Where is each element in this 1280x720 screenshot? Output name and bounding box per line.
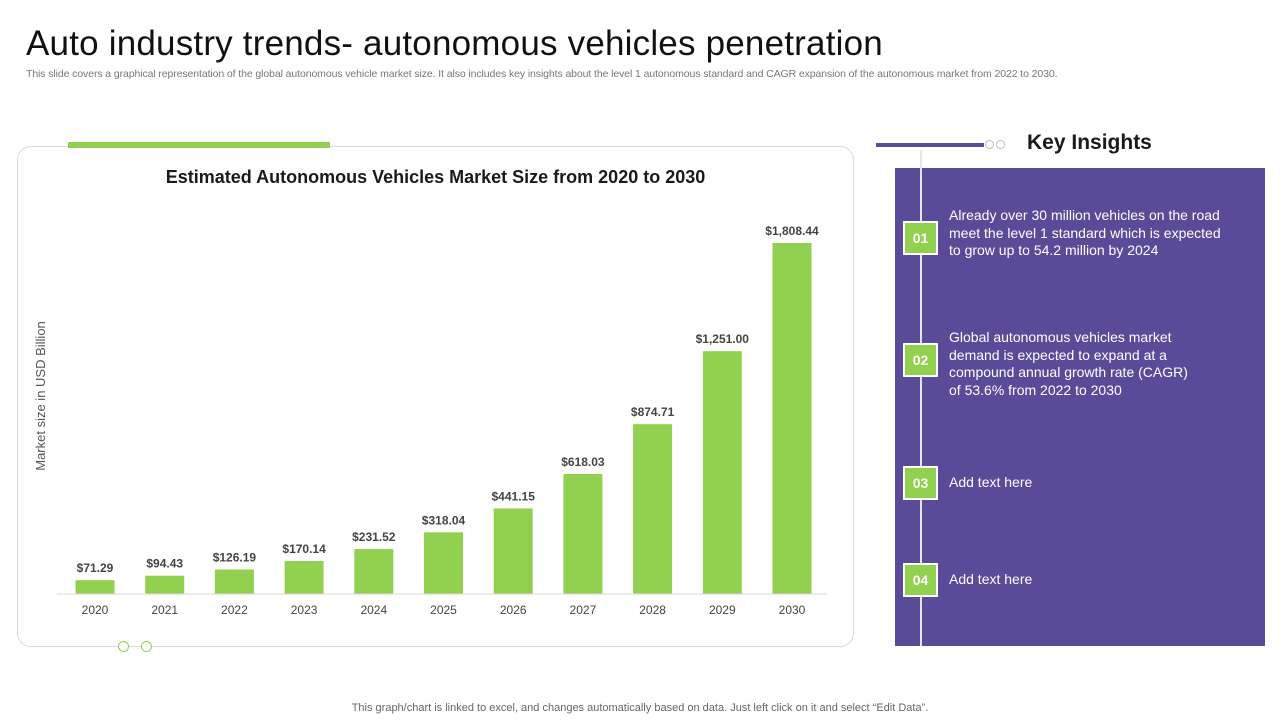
x-tick-label: 2028 xyxy=(639,603,666,617)
x-tick-label: 2020 xyxy=(82,603,109,617)
circle-icon xyxy=(118,641,129,652)
data-label: $71.29 xyxy=(77,561,114,575)
insight-item: 04 Add text here xyxy=(903,563,1263,597)
insights-timeline-line xyxy=(920,150,922,646)
bar-2026[interactable] xyxy=(493,508,533,594)
page-subtitle: This slide covers a graphical representa… xyxy=(26,68,1058,80)
insight-text: Global autonomous vehicles market demand… xyxy=(949,329,1188,398)
x-tick-label: 2021 xyxy=(151,603,178,617)
data-label: $94.43 xyxy=(146,557,183,571)
data-label: $231.52 xyxy=(352,530,396,544)
bar-2027[interactable] xyxy=(563,474,603,594)
bar-2022[interactable] xyxy=(214,569,254,595)
x-tick-label: 2024 xyxy=(360,603,387,617)
data-label: $170.14 xyxy=(282,542,326,556)
data-label: $1,808.44 xyxy=(765,224,819,238)
bar-2025[interactable] xyxy=(424,532,463,594)
x-tick-label: 2022 xyxy=(221,603,248,617)
insight-item: 03 Add text here xyxy=(903,466,1263,500)
data-label: $874.71 xyxy=(631,405,675,419)
insight-number-badge: 04 xyxy=(903,563,938,597)
insight-number-badge: 02 xyxy=(903,343,938,377)
circle-icon xyxy=(985,140,994,149)
page-title: Auto industry trends- autonomous vehicle… xyxy=(26,24,883,63)
insight-number-badge: 01 xyxy=(903,221,938,255)
data-label: $318.04 xyxy=(422,513,466,527)
data-label: $126.19 xyxy=(213,551,257,565)
data-label: $618.03 xyxy=(561,455,605,469)
insight-text: Add text here xyxy=(949,474,1033,490)
insight-number-badge: 03 xyxy=(903,466,938,500)
circle-icon xyxy=(141,641,152,652)
bar-2024[interactable] xyxy=(354,549,394,594)
x-tick-label: 2023 xyxy=(291,603,318,617)
circle-icon xyxy=(996,140,1005,149)
insight-text: Already over 30 million vehicles on the … xyxy=(949,207,1221,258)
insight-item: 01 Already over 30 million vehicles on t… xyxy=(903,207,1263,260)
insight-text: Add text here xyxy=(949,571,1033,587)
data-label: $1,251.00 xyxy=(696,332,750,346)
bar-chart[interactable]: $71.29 2020 $94.43 2021 $126.19 2022 $170.14 20… xyxy=(17,146,854,647)
insights-header-line xyxy=(876,143,984,147)
y-axis-label: Market size in USD Billion xyxy=(33,321,48,471)
bar-2030[interactable] xyxy=(772,243,812,594)
x-tick-label: 2026 xyxy=(500,603,527,617)
bar-2029[interactable] xyxy=(702,351,742,594)
card-accent-bar xyxy=(68,142,330,148)
x-tick-label: 2025 xyxy=(430,603,457,617)
data-label: $441.15 xyxy=(492,489,536,503)
insight-item: 02 Global autonomous vehicles market dem… xyxy=(903,329,1263,399)
chart-title: Estimated Autonomous Vehicles Market Siz… xyxy=(165,167,706,187)
footer-note: This graph/chart is linked to excel, and… xyxy=(351,702,929,714)
decorative-dots xyxy=(118,641,152,652)
x-tick-label: 2027 xyxy=(570,603,597,617)
x-tick-label: 2029 xyxy=(709,603,736,617)
insights-header-dots xyxy=(985,140,1005,149)
x-tick-label: 2030 xyxy=(779,603,806,617)
bar-2023[interactable] xyxy=(284,561,324,594)
insights-panel xyxy=(895,168,1265,646)
bar-2020[interactable] xyxy=(75,580,115,594)
bar-2028[interactable] xyxy=(633,424,673,594)
insights-title: Key Insights xyxy=(1027,131,1152,154)
bar-2021[interactable] xyxy=(145,575,185,594)
